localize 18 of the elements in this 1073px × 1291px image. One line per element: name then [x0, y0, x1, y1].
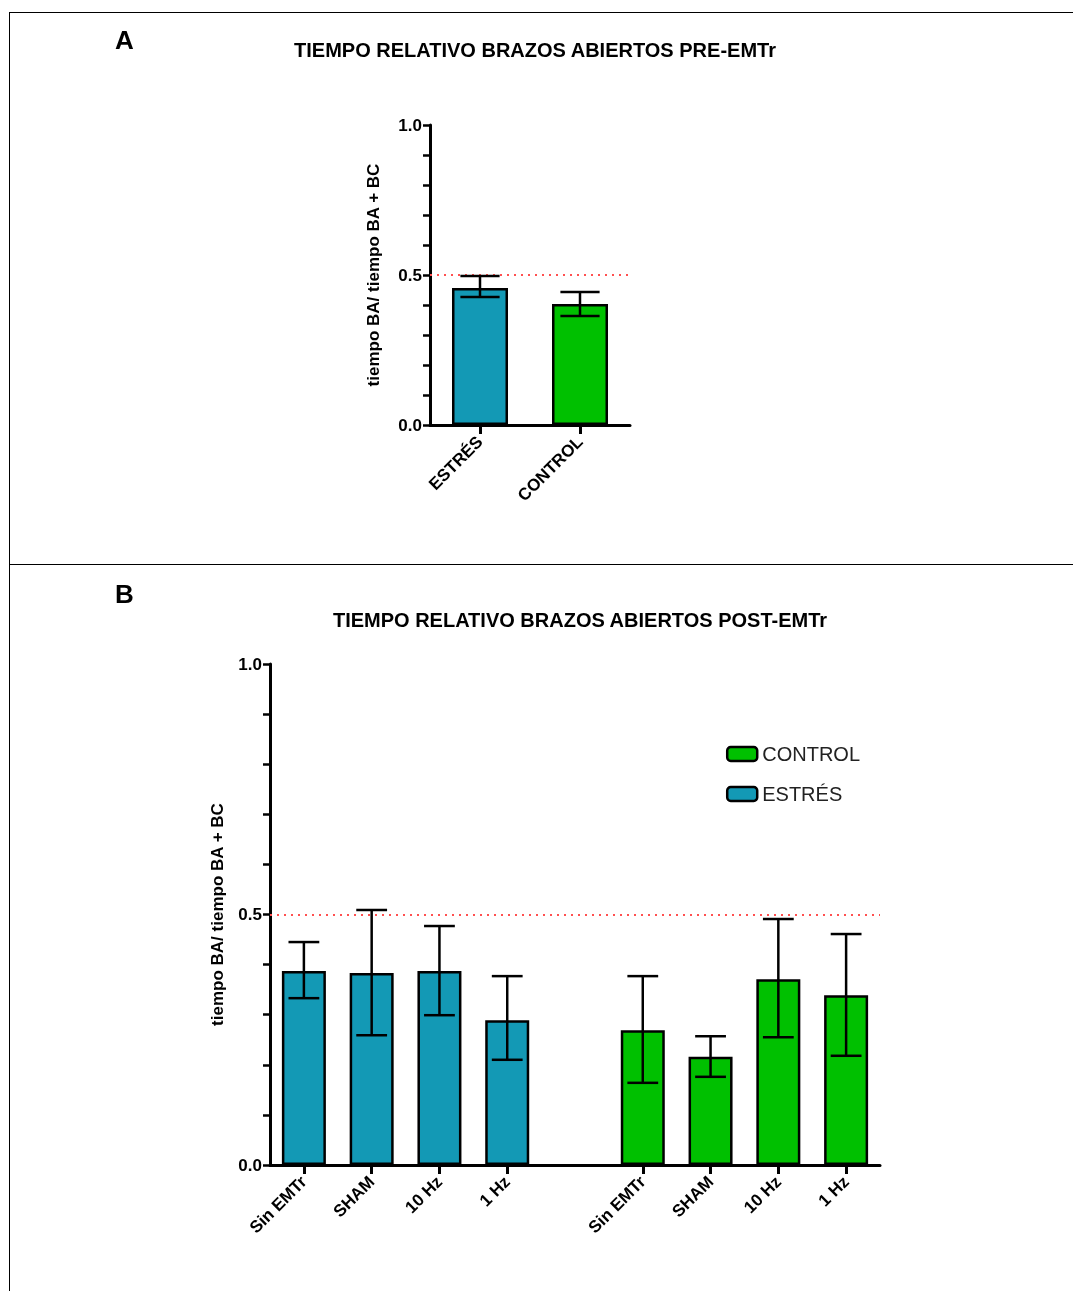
text: A: [115, 25, 134, 55]
x-tick-label: 1 Hz: [814, 1172, 853, 1211]
x-tick-label: 10 Hz: [401, 1172, 447, 1218]
legend-label: CONTROL: [762, 743, 861, 765]
chart-title: TIEMPO RELATIVO BRAZOS ABIERTOS POST-EMTr: [332, 609, 828, 631]
y-axis-title: tiempo BA/ tiempo BA + BC: [208, 803, 227, 1026]
y-axis-title: tiempo BA/ tiempo BA + BC: [364, 163, 383, 387]
y-tick-label: 0.0: [238, 1155, 262, 1175]
y-tick-label: 0.5: [238, 905, 262, 924]
legend-label: ESTRÉS: [762, 783, 843, 805]
y-tick-label: 0.5: [398, 265, 422, 285]
y-tick-label: 1.0: [238, 654, 262, 674]
text: B: [115, 579, 134, 609]
x-tick-label: 1 Hz: [475, 1172, 514, 1211]
chart-title: TIEMPO RELATIVO BRAZOS ABIERTOS PRE-EMTr: [294, 39, 777, 61]
x-tick-label: 10 Hz: [740, 1172, 786, 1218]
y-tick-label: 0.0: [398, 415, 422, 435]
y-tick-label: 1.0: [398, 115, 422, 135]
